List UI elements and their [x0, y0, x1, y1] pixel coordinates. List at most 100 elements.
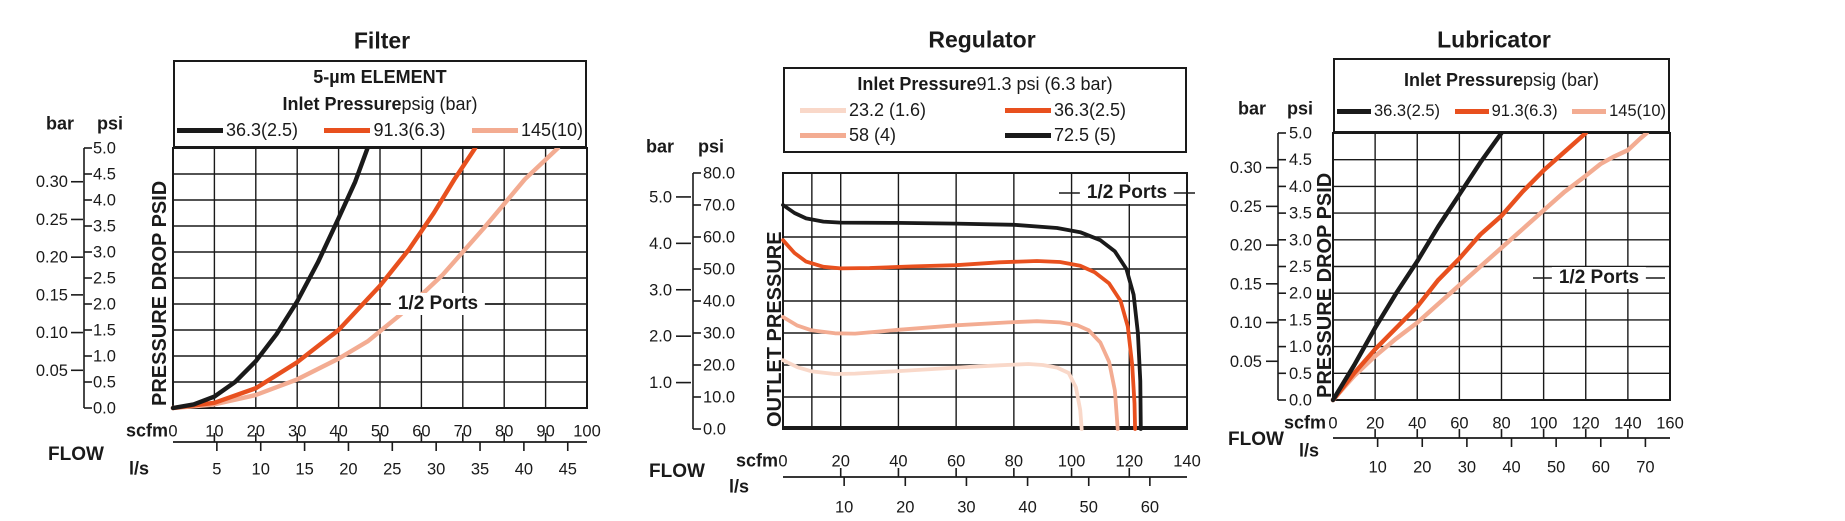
bar-tick-label: 4.0: [649, 235, 672, 253]
scfm-tick-label: 90: [536, 423, 554, 441]
scfm-tick-label: 100: [1530, 415, 1558, 433]
psi-unit-header: psi: [1286, 98, 1314, 119]
legend-entry: 91.3(6.3): [1454, 102, 1558, 121]
psi-tick-label: 0.5: [1289, 365, 1312, 383]
chart-title-lubricator: Lubricator: [1437, 26, 1551, 53]
legend-swatch-orange: [1454, 108, 1489, 114]
scfm-unit-label: scfm: [1283, 412, 1326, 433]
scfm-tick-label: 140: [1614, 415, 1642, 433]
psi-tick-label: 1.5: [1289, 311, 1312, 329]
chart-title-filter: Filter: [353, 27, 411, 54]
scfm-tick-label: 70: [454, 423, 472, 441]
series-curve-91.36.3: [170, 145, 478, 411]
bar-tick-label: 3.0: [649, 281, 672, 299]
legend-entry: 145(10): [471, 120, 583, 141]
bar-unit-header: bar: [45, 113, 75, 134]
ls-tick-label: 40: [515, 461, 533, 479]
psi-tick-label: 20.0: [703, 357, 735, 375]
legend-swatch-lightpink: [800, 107, 846, 113]
ls-tick-label: 20: [896, 499, 914, 517]
psi-tick-label: 1.5: [93, 322, 116, 340]
psi-tick-label: 5.0: [1289, 125, 1312, 143]
legend-swatch-black: [1005, 133, 1051, 139]
ls-tick-label: 60: [1592, 459, 1610, 477]
series-curve-14510: [1330, 130, 1649, 403]
legend-entry-label: 145(10): [1609, 101, 1666, 120]
y-axis-label: OUTLET PRESSURE: [764, 231, 786, 427]
ls-tick-label: 20: [1413, 459, 1431, 477]
ls-tick-label: 30: [1458, 459, 1476, 477]
legend-swatch-salmon: [471, 127, 518, 133]
legend-heading-rest: psig (bar): [1523, 70, 1600, 91]
scfm-tick-label: 0: [778, 453, 787, 471]
psi-tick-label: 1.0: [93, 348, 116, 366]
scfm-tick-label: 80: [495, 423, 513, 441]
legend-swatch-salmon: [800, 133, 846, 139]
psi-tick-label: 30.0: [703, 325, 735, 343]
flow-axis-label: FLOW: [48, 444, 104, 465]
series-curve-36.32.5: [781, 238, 1137, 431]
scfm-tick-label: 80: [1492, 415, 1510, 433]
bar-unit-header: bar: [645, 136, 675, 157]
legend-entry: 36.3(2.5): [177, 120, 298, 141]
legend-regulator: Inlet Pressure 91.3 psi (6.3 bar) 23.2 (…: [783, 67, 1187, 153]
bar-tick-label: 5.0: [649, 188, 672, 206]
legend-swatch-orange: [324, 127, 371, 133]
psi-tick-label: 3.5: [93, 218, 116, 236]
scfm-tick-label: 20: [247, 423, 265, 441]
ls-tick-label: 30: [427, 461, 445, 479]
psi-tick-label: 0.0: [93, 400, 116, 418]
psi-tick-label: 4.5: [1289, 151, 1312, 169]
chart-title-regulator: Regulator: [928, 26, 1036, 53]
scfm-tick-label: 160: [1656, 415, 1684, 433]
legend-heading-bold: Inlet Pressure: [1403, 70, 1524, 91]
ls-tick-label: 30: [957, 499, 975, 517]
scfm-tick-label: 100: [1058, 453, 1086, 471]
ports-annotation: 1/2 Ports: [1079, 182, 1175, 204]
ls-tick-label: 20: [339, 461, 357, 479]
legend-heading-bold: Inlet Pressure: [857, 73, 977, 94]
ls-tick-label: 40: [1018, 499, 1036, 517]
ls-tick-label: 5: [212, 461, 221, 479]
ls-tick-label: 25: [383, 461, 401, 479]
plot-border: [172, 147, 588, 409]
psi-tick-label: 2.0: [1289, 285, 1312, 303]
legend-heading: Inlet Pressure psig (bar): [175, 94, 585, 115]
flow-axis-label: FLOW: [1228, 429, 1284, 450]
scfm-tick-label: 0: [1328, 415, 1337, 433]
scfm-tick-label: 60: [947, 453, 965, 471]
psi-unit-header: psi: [96, 113, 124, 134]
legend-entry: 23.2 (1.6): [800, 100, 985, 121]
scfm-tick-label: 100: [573, 423, 601, 441]
scfm-tick-label: 10: [205, 423, 223, 441]
legend-swatch-orange: [1005, 107, 1051, 113]
scfm-tick-label: 40: [889, 453, 907, 471]
psi-tick-label: 3.5: [1289, 205, 1312, 223]
psi-tick-label: 3.0: [93, 244, 116, 262]
psi-tick-label: 2.5: [1289, 258, 1312, 276]
scfm-tick-label: 20: [1366, 415, 1384, 433]
bar-tick-label: 0.10: [1230, 314, 1262, 332]
legend-entry: 58 (4): [800, 125, 985, 146]
legend-swatch-salmon: [1572, 108, 1607, 114]
legend-entry-label: 23.2 (1.6): [849, 99, 927, 120]
ls-tick-label: 40: [1502, 459, 1520, 477]
legend-entry-label: 72.5 (5): [1054, 125, 1117, 146]
scfm-tick-label: 30: [288, 423, 306, 441]
psi-tick-label: 2.0: [93, 296, 116, 314]
psi-tick-label: 0.5: [93, 374, 116, 392]
ports-annotation: 1/2 Ports: [390, 293, 486, 315]
series-curve-14510: [170, 145, 561, 411]
scfm-tick-label: 20: [832, 453, 850, 471]
scfm-unit-label: scfm: [125, 420, 168, 441]
legend-entries: 36.3(2.5) 91.3(6.3) 145(10): [175, 120, 585, 141]
series-curve-91.36.3: [1330, 130, 1588, 403]
scfm-tick-label: 140: [1173, 453, 1201, 471]
bar-tick-label: 0.10: [36, 324, 68, 342]
legend-heading: Inlet Pressure psig (bar): [1335, 70, 1668, 91]
y-axis-label: PRESSURE DROP PSID: [1314, 173, 1336, 398]
legend-entry: 91.3(6.3): [324, 120, 446, 141]
legend-filter: 5-µm ELEMENT Inlet Pressure psig (bar) 3…: [173, 60, 587, 148]
legend-heading-rest: 91.3 psi (6.3 bar): [976, 73, 1113, 94]
ls-tick-label: 45: [559, 461, 577, 479]
